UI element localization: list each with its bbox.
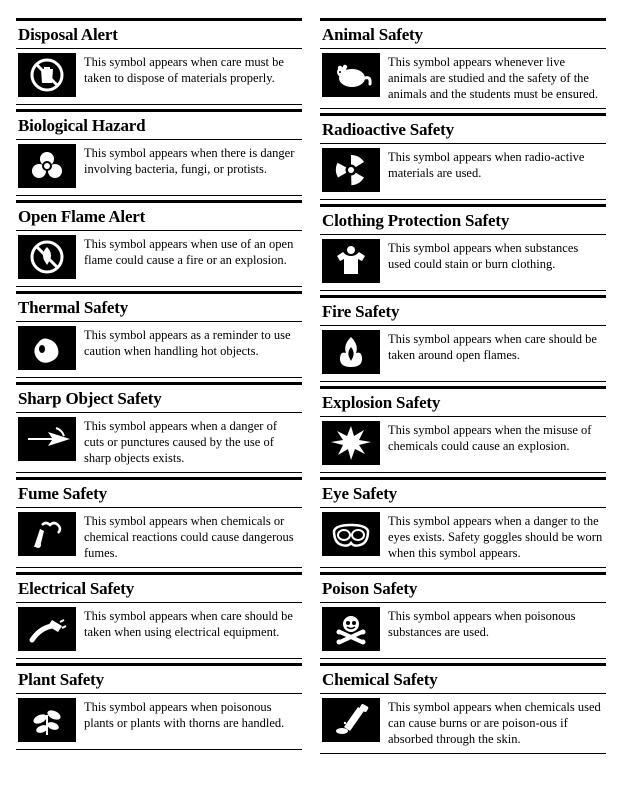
entry-title: Eye Safety (320, 480, 606, 507)
entry-title: Open Flame Alert (16, 203, 302, 230)
entry-title: Thermal Safety (16, 294, 302, 321)
clothing-icon (322, 239, 380, 283)
entry-title: Clothing Protection Safety (320, 207, 606, 234)
entry-title: Chemical Safety (320, 666, 606, 693)
safety-symbol-grid: Disposal Alert This symbol appears when … (16, 18, 606, 758)
plant-icon (18, 698, 76, 742)
entry-body: This symbol appears when a danger of cut… (16, 412, 302, 472)
entry-plant: Plant Safety This symbol appears when po… (16, 663, 302, 750)
entry-poison: Poison Safety This symbol appears when p… (320, 572, 606, 659)
entry-description: This symbol appears when care should be … (84, 607, 300, 640)
entry-title: Radioactive Safety (320, 116, 606, 143)
entry-title: Poison Safety (320, 575, 606, 602)
entry-title: Disposal Alert (16, 21, 302, 48)
entry-clothing: Clothing Protection Safety This symbol a… (320, 204, 606, 291)
entry-body: This symbol appears when radio-active ma… (320, 143, 606, 199)
entry-title: Fume Safety (16, 480, 302, 507)
entry-body: This symbol appears whenever live animal… (320, 48, 606, 108)
entry-body: This symbol appears when care must be ta… (16, 48, 302, 104)
entry-description: This symbol appears when a danger to the… (388, 512, 604, 561)
entry-open-flame: Open Flame Alert This symbol appears whe… (16, 200, 302, 287)
electrical-icon (18, 607, 76, 651)
entry-title: Explosion Safety (320, 389, 606, 416)
entry-body: This symbol appears when a danger to the… (320, 507, 606, 567)
entry-title: Electrical Safety (16, 575, 302, 602)
entry-body: This symbol appears when chemicals used … (320, 693, 606, 753)
entry-body: This symbol appears when poisonous plant… (16, 693, 302, 749)
entry-body: This symbol appears when there is danger… (16, 139, 302, 195)
entry-description: This symbol appears when there is danger… (84, 144, 300, 177)
radioactive-icon (322, 148, 380, 192)
entry-title: Animal Safety (320, 21, 606, 48)
entry-fire: Fire Safety This symbol appears when car… (320, 295, 606, 382)
biohazard-icon (18, 144, 76, 188)
entry-title: Biological Hazard (16, 112, 302, 139)
entry-body: This symbol appears when care should be … (16, 602, 302, 658)
entry-description: This symbol appears when the misuse of c… (388, 421, 604, 454)
entry-eye: Eye Safety This symbol appears when a da… (320, 477, 606, 568)
sharp-icon (18, 417, 76, 461)
fume-icon (18, 512, 76, 556)
disposal-icon (18, 53, 76, 97)
entry-explosion: Explosion Safety This symbol appears whe… (320, 386, 606, 473)
entry-body: This symbol appears when the misuse of c… (320, 416, 606, 472)
entry-animal: Animal Safety This symbol appears whenev… (320, 18, 606, 109)
animal-icon (322, 53, 380, 97)
entry-title: Fire Safety (320, 298, 606, 325)
entry-body: This symbol appears when care should be … (320, 325, 606, 381)
eye-icon (322, 512, 380, 556)
entry-disposal: Disposal Alert This symbol appears when … (16, 18, 302, 105)
entry-description: This symbol appears when chemicals used … (388, 698, 604, 747)
entry-body: This symbol appears as a reminder to use… (16, 321, 302, 377)
entry-description: This symbol appears when care must be ta… (84, 53, 300, 86)
left-column: Disposal Alert This symbol appears when … (16, 18, 302, 758)
entry-body: This symbol appears when substances used… (320, 234, 606, 290)
entry-description: This symbol appears when use of an open … (84, 235, 300, 268)
entry-title: Sharp Object Safety (16, 385, 302, 412)
thermal-icon (18, 326, 76, 370)
entry-thermal: Thermal Safety This symbol appears as a … (16, 291, 302, 378)
entry-description: This symbol appears when a danger of cut… (84, 417, 300, 466)
explosion-icon (322, 421, 380, 465)
chemical-icon (322, 698, 380, 742)
entry-description: This symbol appears whenever live animal… (388, 53, 604, 102)
entry-fume: Fume Safety This symbol appears when che… (16, 477, 302, 568)
entry-title: Plant Safety (16, 666, 302, 693)
right-column: Animal Safety This symbol appears whenev… (320, 18, 606, 758)
entry-electrical: Electrical Safety This symbol appears wh… (16, 572, 302, 659)
entry-chemical: Chemical Safety This symbol appears when… (320, 663, 606, 754)
entry-sharp: Sharp Object Safety This symbol appears … (16, 382, 302, 473)
entry-radioactive: Radioactive Safety This symbol appears w… (320, 113, 606, 200)
entry-description: This symbol appears when chemicals or ch… (84, 512, 300, 561)
entry-description: This symbol appears when poisonous subst… (388, 607, 604, 640)
entry-body: This symbol appears when chemicals or ch… (16, 507, 302, 567)
entry-description: This symbol appears when substances used… (388, 239, 604, 272)
entry-body: This symbol appears when poisonous subst… (320, 602, 606, 658)
entry-description: This symbol appears when care should be … (388, 330, 604, 363)
entry-body: This symbol appears when use of an open … (16, 230, 302, 286)
fire-icon (322, 330, 380, 374)
entry-biohazard: Biological Hazard This symbol appears wh… (16, 109, 302, 196)
entry-description: This symbol appears as a reminder to use… (84, 326, 300, 359)
entry-description: This symbol appears when radio-active ma… (388, 148, 604, 181)
poison-icon (322, 607, 380, 651)
entry-description: This symbol appears when poisonous plant… (84, 698, 300, 731)
open-flame-icon (18, 235, 76, 279)
